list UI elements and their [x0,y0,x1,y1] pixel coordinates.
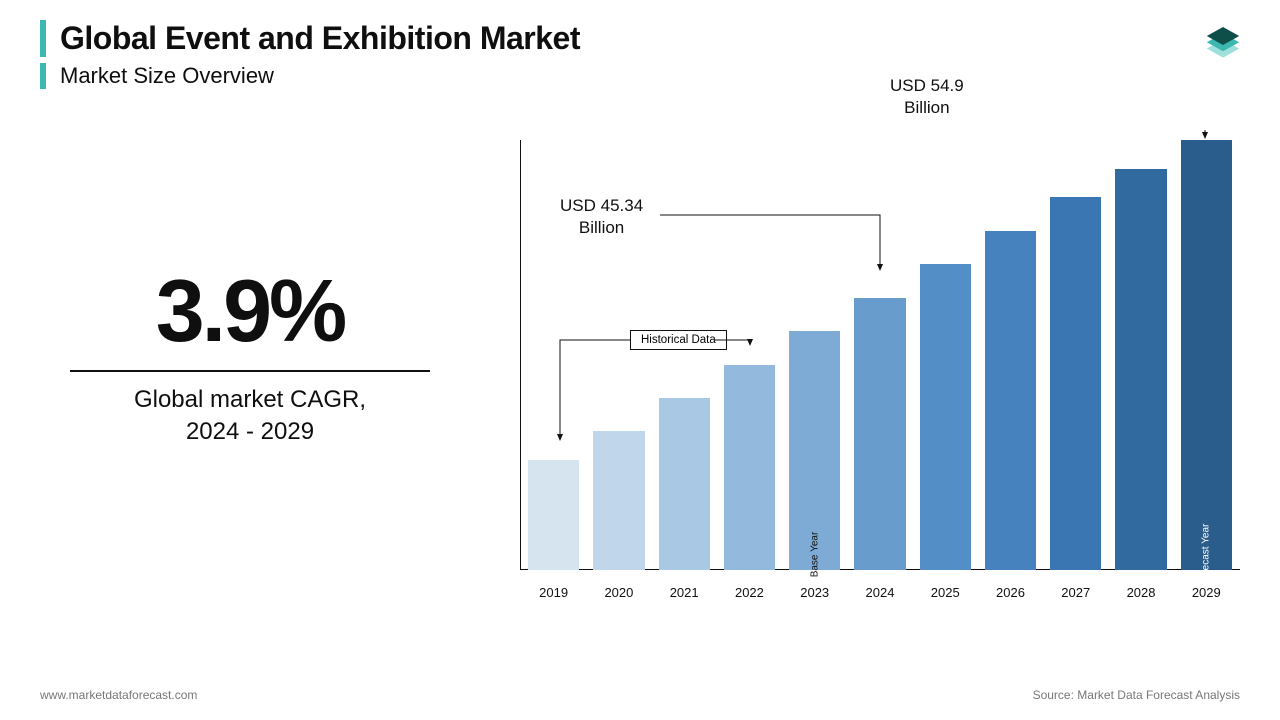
cagr-panel: 3.9% Global market CAGR, 2024 - 2029 [60,260,440,449]
bar-2019 [528,460,579,570]
bar-inner-label: Base Year [809,532,820,578]
header: Global Event and Exhibition Market Marke… [40,20,580,89]
bar-rect [528,460,579,570]
footer-source: Source: Market Data Forecast Analysis [1033,688,1240,702]
bar-rect [854,298,905,570]
title-bar: Global Event and Exhibition Market [40,20,580,57]
bar-2025 [920,264,971,570]
bar-rect: Base Year [789,331,840,570]
xlabel: 2020 [593,577,644,600]
bar-2028 [1115,169,1166,570]
bar-2027 [1050,197,1101,570]
xlabel: 2024 [854,577,905,600]
bar-rect [593,431,644,570]
bar-2023: Base Year [789,331,840,570]
xlabel: 2021 [659,577,710,600]
subtitle-bar: Market Size Overview [40,63,580,89]
page-title: Global Event and Exhibition Market [60,20,580,57]
footer-url: www.marketdataforecast.com [40,688,197,702]
cagr-value: 3.9% [60,260,440,362]
bar-2029: Forecast Year [1181,140,1232,570]
x-labels: 2019 2020 2021 2022 2023 2024 2025 2026 2027 2028… [528,577,1232,600]
bar-2020 [593,431,644,570]
bar-rect [659,398,710,570]
page-subtitle: Market Size Overview [60,63,580,89]
bar-2026 [985,231,1036,570]
cagr-label: Global market CAGR, 2024 - 2029 [60,384,440,449]
xlabel: 2023 [789,577,840,600]
market-size-chart: USD 45.34 Billion USD 54.9 Billion Histo… [520,130,1240,600]
xlabel: 2026 [985,577,1036,600]
bar-rect [1115,169,1166,570]
xlabel: 2022 [724,577,775,600]
bar-rect [920,264,971,570]
cagr-divider [70,370,430,372]
xlabel: 2029 [1181,577,1232,600]
xlabel: 2025 [920,577,971,600]
bar-2022 [724,365,775,570]
bar-rect [1050,197,1101,570]
bar-rect [724,365,775,570]
bar-2021 [659,398,710,570]
brand-logo-icon [1196,18,1250,77]
xlabel: 2028 [1115,577,1166,600]
bar-rect [985,231,1036,570]
xlabel: 2019 [528,577,579,600]
annot-2029: USD 54.9 Billion [890,75,964,119]
bars-container: Base Year Forecast Year [528,140,1232,570]
bar-rect: Forecast Year [1181,140,1232,570]
chart-area: Base Year Forecast Year [520,140,1240,570]
y-axis [520,140,521,570]
bar-2024 [854,298,905,570]
xlabel: 2027 [1050,577,1101,600]
